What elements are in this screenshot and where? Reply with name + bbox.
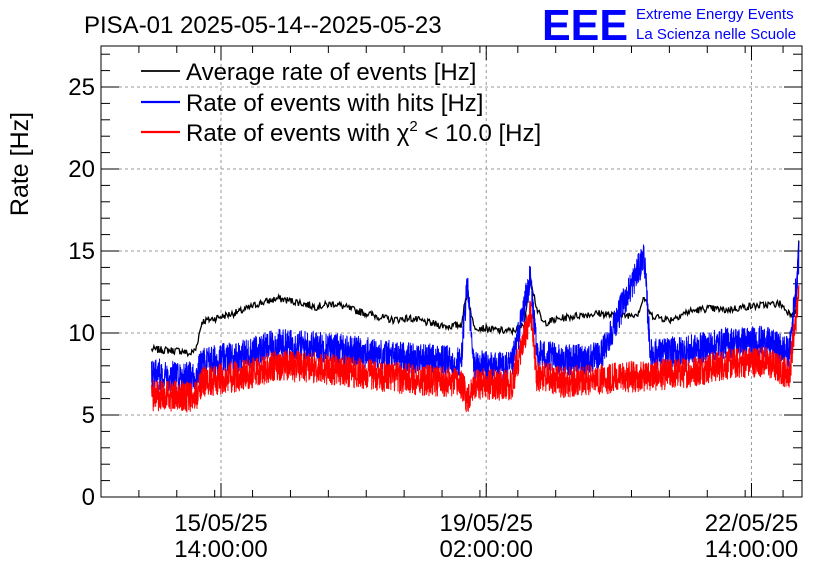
x-tick-label-time: 14:00:00 — [174, 536, 267, 563]
data-series — [150, 240, 800, 413]
legend-label-chi2: Rate of events with χ2 < 10.0 [Hz] — [186, 118, 541, 147]
legend: Average rate of events [Hz] Rate of event… — [141, 59, 541, 147]
eee-logo-line1: Extreme Energy Events — [636, 6, 794, 23]
y-tick-label: 20 — [68, 156, 95, 183]
series-hits-rate-line — [151, 241, 800, 393]
eee-logo-letters: EEE — [542, 1, 628, 50]
x-tick-label-time: 02:00:00 — [440, 536, 533, 563]
y-tick-label: 5 — [82, 402, 95, 429]
chart-title: PISA-01 2025-05-14--2025-05-23 — [84, 12, 442, 39]
plot-frame — [100, 45, 803, 498]
x-tick-label-time: 14:00:00 — [705, 536, 798, 563]
series-average-rate-line — [150, 240, 800, 358]
eee-logo-line2: La Scienza nelle Scuole — [636, 26, 796, 43]
legend-label-hits: Rate of events with hits [Hz] — [186, 90, 483, 117]
series-chi2-rate-line — [151, 284, 800, 413]
plot-area-border — [100, 45, 803, 498]
y-axis-label: Rate [Hz] — [6, 112, 34, 216]
eee-logo: EEE Extreme Energy Events La Scienza nel… — [542, 1, 796, 50]
x-tick-label-date: 19/05/25 — [440, 510, 533, 537]
axis-labels: 051015202515/05/2514:00:0019/05/2502:00:… — [68, 74, 798, 563]
legend-label-average: Average rate of events [Hz] — [186, 59, 476, 86]
y-tick-label: 0 — [82, 484, 95, 511]
y-tick-label: 25 — [68, 74, 95, 101]
x-tick-label-date: 15/05/25 — [174, 510, 267, 537]
grid-lines — [101, 46, 802, 497]
x-tick-label-date: 22/05/25 — [705, 510, 798, 537]
y-tick-label: 10 — [68, 320, 95, 347]
y-tick-label: 15 — [68, 238, 95, 265]
